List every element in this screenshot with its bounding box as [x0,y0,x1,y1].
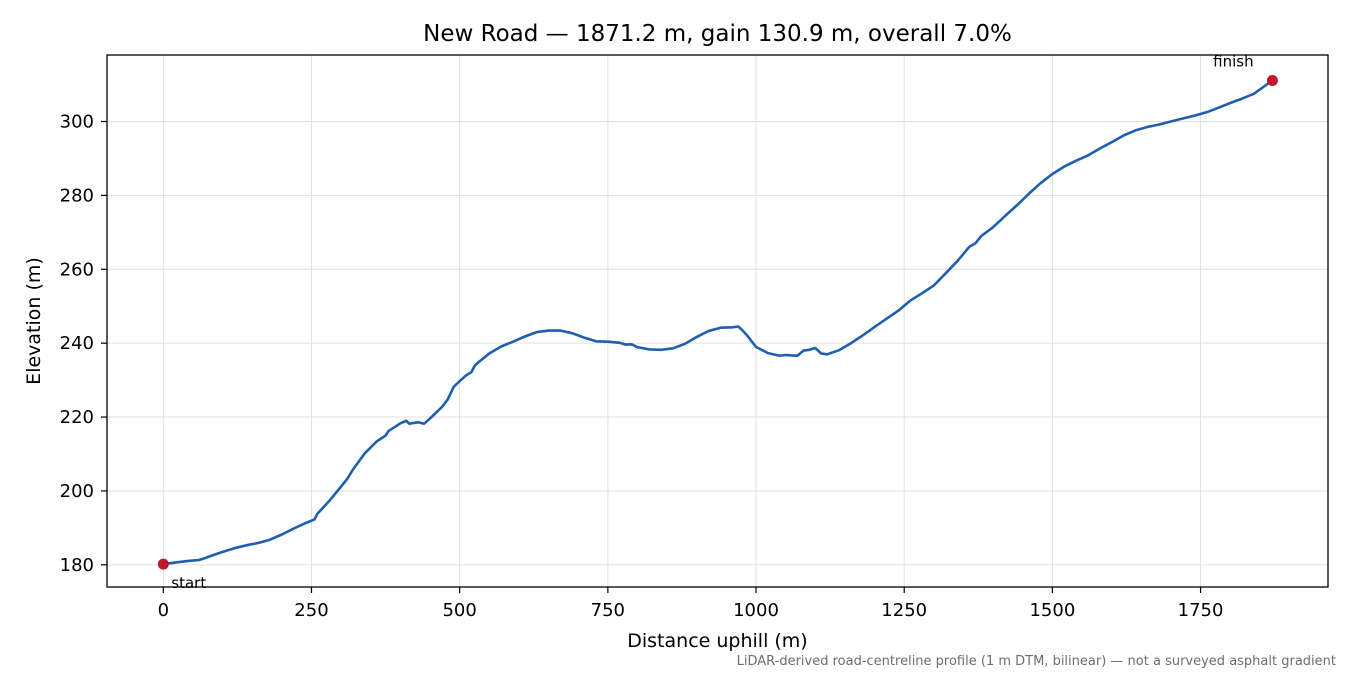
y-tick-label: 280 [60,185,94,206]
finish-marker [1266,74,1278,86]
x-tick-label: 1500 [1029,600,1075,621]
y-axis-title: Elevation (m) [23,257,45,385]
x-tick-label: 1750 [1178,600,1224,621]
axis-layer: 0 250 500 750 1000 1250 1500 1750 180 200 220 240 26… [60,112,1224,622]
grid-layer [107,55,1328,587]
finish-label: finish [1213,52,1253,70]
y-tick-label: 220 [60,407,94,428]
x-tick-label: 750 [591,600,625,621]
line-layer [162,79,1274,566]
start-marker [157,558,169,570]
x-axis-title: Distance uphill (m) [627,630,807,652]
x-tick-label: 0 [158,600,169,621]
x-tick-label: 500 [442,600,476,621]
footnote: LiDAR-derived road-centreline profile (1… [737,654,1336,669]
x-tick-label: 250 [294,600,328,621]
y-tick-label: 200 [60,481,94,502]
x-tick-label: 1250 [881,600,927,621]
chart-title: New Road — 1871.2 m, gain 130.9 m, overa… [423,21,1012,47]
x-tick-label: 1000 [733,600,779,621]
start-label: start [171,574,206,592]
elevation-line [162,79,1274,566]
y-tick-label: 180 [60,555,94,576]
marker-layer: start finish [157,52,1278,592]
y-tick-label: 260 [60,259,94,280]
plot-frame [106,54,1329,588]
y-tick-label: 300 [60,112,94,133]
y-tick-label: 240 [60,333,94,354]
